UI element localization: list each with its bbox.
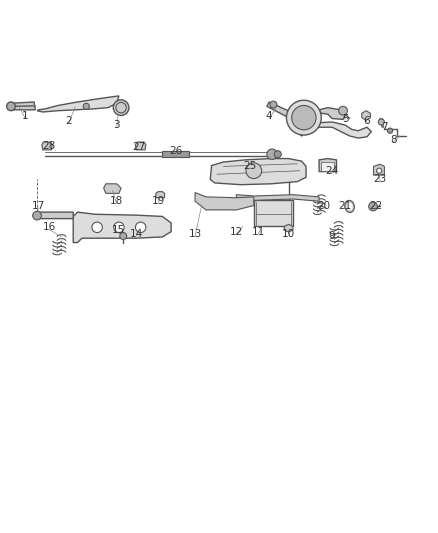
- Circle shape: [270, 101, 277, 108]
- Text: 22: 22: [369, 200, 382, 211]
- Text: 17: 17: [32, 200, 45, 211]
- Text: 18: 18: [110, 196, 124, 206]
- Polygon shape: [135, 142, 146, 150]
- Text: 12: 12: [230, 227, 243, 237]
- Circle shape: [377, 168, 382, 173]
- Ellipse shape: [347, 203, 352, 210]
- Polygon shape: [319, 108, 345, 119]
- Polygon shape: [195, 192, 254, 210]
- Text: 7: 7: [381, 122, 388, 132]
- Circle shape: [7, 102, 15, 111]
- Text: 6: 6: [364, 116, 370, 126]
- Polygon shape: [42, 142, 52, 150]
- Circle shape: [114, 222, 124, 232]
- Circle shape: [286, 100, 321, 135]
- Text: 5: 5: [342, 114, 349, 124]
- Text: 1: 1: [22, 111, 28, 122]
- Polygon shape: [210, 158, 306, 184]
- Circle shape: [92, 222, 102, 232]
- Circle shape: [246, 163, 261, 179]
- Circle shape: [292, 106, 316, 130]
- Text: 11: 11: [251, 227, 265, 237]
- FancyBboxPatch shape: [254, 200, 293, 227]
- Text: 8: 8: [390, 135, 396, 146]
- Polygon shape: [10, 102, 35, 110]
- Polygon shape: [156, 192, 165, 198]
- Circle shape: [33, 211, 42, 220]
- Circle shape: [120, 232, 127, 239]
- Polygon shape: [104, 184, 121, 193]
- Text: 19: 19: [152, 196, 165, 206]
- Polygon shape: [37, 96, 119, 112]
- Polygon shape: [34, 212, 73, 219]
- Text: 25: 25: [243, 161, 256, 172]
- Text: 23: 23: [374, 174, 387, 184]
- Circle shape: [274, 151, 281, 158]
- Ellipse shape: [345, 200, 354, 213]
- Text: 24: 24: [325, 166, 339, 176]
- FancyBboxPatch shape: [321, 162, 334, 171]
- Polygon shape: [284, 224, 293, 232]
- Circle shape: [378, 119, 385, 125]
- Text: 13: 13: [188, 229, 201, 239]
- Text: 20: 20: [317, 200, 330, 211]
- Polygon shape: [73, 212, 171, 243]
- Text: 28: 28: [42, 141, 55, 150]
- Polygon shape: [319, 158, 336, 172]
- Text: 9: 9: [329, 231, 336, 241]
- Polygon shape: [237, 195, 319, 201]
- Polygon shape: [362, 111, 371, 120]
- Circle shape: [135, 222, 146, 232]
- Text: 2: 2: [66, 116, 72, 126]
- Text: 27: 27: [132, 142, 145, 152]
- Circle shape: [369, 202, 378, 211]
- Polygon shape: [162, 151, 188, 157]
- Circle shape: [267, 149, 277, 159]
- Text: 4: 4: [266, 111, 272, 122]
- Circle shape: [388, 128, 392, 133]
- Text: 10: 10: [282, 229, 295, 239]
- Text: 15: 15: [112, 225, 126, 236]
- Polygon shape: [267, 102, 304, 123]
- Text: 3: 3: [113, 120, 120, 130]
- Circle shape: [339, 107, 347, 115]
- Polygon shape: [374, 164, 385, 175]
- Polygon shape: [297, 122, 371, 138]
- Circle shape: [113, 100, 129, 116]
- Circle shape: [83, 103, 89, 109]
- Text: 26: 26: [169, 146, 182, 156]
- Text: 14: 14: [130, 229, 143, 239]
- Text: 16: 16: [42, 222, 56, 232]
- Text: 21: 21: [339, 200, 352, 211]
